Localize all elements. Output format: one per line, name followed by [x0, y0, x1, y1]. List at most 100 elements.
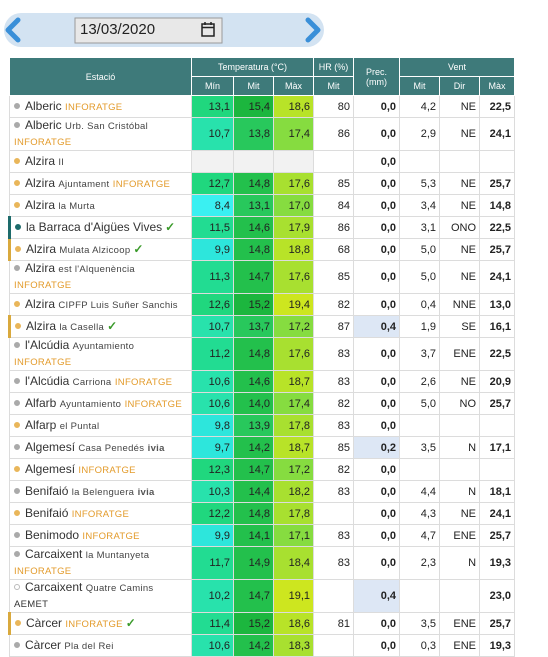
sub-header[interactable]: Màx: [479, 76, 516, 96]
station-name: Alfarp: [25, 417, 57, 432]
value-cell: 17,8: [272, 502, 315, 525]
station-cell[interactable]: Alzira CIPFP Luis Suñer Sanchis: [9, 293, 192, 316]
station-source: AEMET: [14, 599, 49, 610]
station-cell[interactable]: Algemesí Casa Penedés ivia: [9, 436, 192, 459]
station-name: Benimodo: [25, 527, 80, 542]
value-cell: 10,6: [191, 392, 234, 415]
status-dot: [14, 399, 20, 406]
station-name: Alzira: [25, 153, 56, 168]
station-cell[interactable]: Carcaixent la Muntanyeta INFORATGE: [9, 546, 192, 580]
value-cell: [313, 502, 355, 525]
value-cell: 25,7: [479, 392, 516, 415]
value-cell: 14,8: [233, 172, 274, 195]
station-cell[interactable]: Càrcer Pla del Rei: [9, 634, 192, 657]
value-cell: 22,5: [479, 337, 516, 371]
value-cell: 83: [313, 414, 355, 437]
value-cell: 15,2: [233, 612, 274, 635]
station-cell[interactable]: Carcaixent Quatre Camins AEMET: [9, 579, 192, 613]
station-name: Carcaixent: [25, 547, 83, 561]
value-cell: 9,8: [191, 414, 234, 437]
value-cell: 0,0: [353, 502, 401, 525]
station-cell[interactable]: Càrcer INFORATGE ✓: [8, 612, 192, 635]
header-precipitation[interactable]: Prec. (mm): [353, 57, 401, 96]
station-name: la Barraca d'Aigües Vives: [26, 220, 163, 234]
station-cell[interactable]: Algemesí INFORATGE: [9, 458, 192, 481]
station-row: Carcaixent Quatre Camins AEMET 10,2 14,7 19…: [9, 579, 516, 613]
station-row: Alzira II 0,0: [9, 150, 516, 173]
value-cell: 2,9: [399, 117, 441, 151]
station-cell[interactable]: Alzira Mulata Alzicoop ✓: [8, 238, 192, 261]
prev-day[interactable]: [5, 17, 21, 43]
sub-header[interactable]: Mit: [233, 76, 274, 96]
value-cell: 0,0: [353, 392, 401, 415]
station-cell[interactable]: la Barraca d'Aigües Vives ✓: [8, 216, 192, 239]
value-cell: 17,0: [272, 194, 315, 217]
date-input[interactable]: [74, 17, 223, 44]
value-cell: [233, 150, 274, 173]
station-cell[interactable]: Alzira II: [9, 150, 192, 173]
value-cell: 3,4: [399, 194, 441, 217]
value-cell: 2,3: [399, 546, 441, 580]
value-cell: 87: [313, 315, 355, 338]
calendar-icon[interactable]: [201, 22, 215, 37]
status-dot: [14, 584, 20, 590]
next-day[interactable]: [305, 17, 321, 43]
station-detail: Ayuntamiento: [59, 398, 122, 410]
station-cell[interactable]: Alzira la Casella ✓: [8, 315, 192, 338]
value-cell: 0,4: [353, 315, 401, 338]
value-cell: 24,1: [479, 260, 516, 294]
value-cell: 11,7: [191, 546, 234, 580]
value-cell: 13,1: [191, 95, 234, 118]
station-cell[interactable]: Alfarb Ayuntamiento INFORATGE: [9, 392, 192, 415]
sub-header[interactable]: Màx: [272, 76, 315, 96]
value-cell: 16,1: [479, 315, 516, 338]
value-cell: [313, 579, 355, 613]
date-value[interactable]: 13/03/2020: [80, 21, 156, 38]
station-name: Alberic: [25, 118, 62, 132]
status-dot: [14, 300, 20, 307]
station-cell[interactable]: Alberic Urb. San Cristóbal INFORATGE: [9, 117, 192, 151]
value-cell: 13,7: [233, 315, 274, 338]
station-source: INFORATGE: [14, 357, 72, 368]
station-cell[interactable]: Alzira est l'Alquenència INFORATGE: [9, 260, 192, 294]
value-cell: 2,6: [399, 370, 441, 393]
status-dot: [14, 122, 20, 128]
value-cell: 14,6: [233, 216, 274, 239]
sub-header[interactable]: Dir: [439, 76, 481, 96]
station-cell[interactable]: Benifaió la Belenguera ivia: [9, 480, 192, 503]
value-cell: 18,8: [272, 238, 315, 261]
value-cell: 83: [313, 524, 355, 547]
station-source: INFORATGE: [14, 137, 72, 148]
value-cell: 17,6: [272, 337, 315, 371]
value-cell: NE: [439, 260, 481, 294]
station-cell[interactable]: Alzira la Murta: [9, 194, 192, 217]
sub-header[interactable]: Mit: [313, 76, 355, 96]
station-cell[interactable]: l'Alcúdia Carriona INFORATGE: [9, 370, 192, 393]
station-cell[interactable]: Benifaió INFORATGE: [9, 502, 192, 525]
value-cell: 5,0: [399, 392, 441, 415]
value-cell: 14,8: [233, 502, 274, 525]
value-cell: 0,0: [353, 546, 401, 580]
value-cell: 4,2: [399, 95, 441, 118]
status-dot: [14, 531, 20, 538]
station-cell[interactable]: Alfarp el Puntal: [9, 414, 192, 437]
verified-check: ✓: [107, 318, 118, 333]
value-cell: [399, 579, 441, 613]
station-source: INFORATGE: [14, 280, 72, 291]
station-cell[interactable]: Benimodo INFORATGE: [9, 524, 192, 547]
value-cell: [479, 458, 516, 481]
station-cell[interactable]: Alberic INFORATGE: [9, 95, 192, 118]
verified-check: ✓: [165, 220, 176, 234]
table-body: Alberic INFORATGE 13,1 15,4 18,6 80 0,0 4,2 NE 2…: [8, 95, 516, 657]
sub-header[interactable]: Mín: [191, 76, 234, 96]
header-station[interactable]: Estació: [9, 57, 192, 96]
station-row: Alzira la Murta 8,4 13,1 17,0 84 0,0 3,4 NE 14,8: [9, 194, 516, 217]
station-cell[interactable]: Alzira Ajuntament INFORATGE: [9, 172, 192, 195]
station-row: Algemesí INFORATGE 12,3 14,7 17,2 82 0,0: [9, 458, 516, 481]
value-cell: [399, 414, 441, 437]
value-cell: 12,6: [191, 293, 234, 316]
value-cell: 11,5: [191, 216, 234, 239]
value-cell: 14,7: [233, 260, 274, 294]
value-cell: [313, 150, 355, 173]
station-cell[interactable]: l'Alcúdia Ayuntamiento INFORATGE: [9, 337, 192, 371]
